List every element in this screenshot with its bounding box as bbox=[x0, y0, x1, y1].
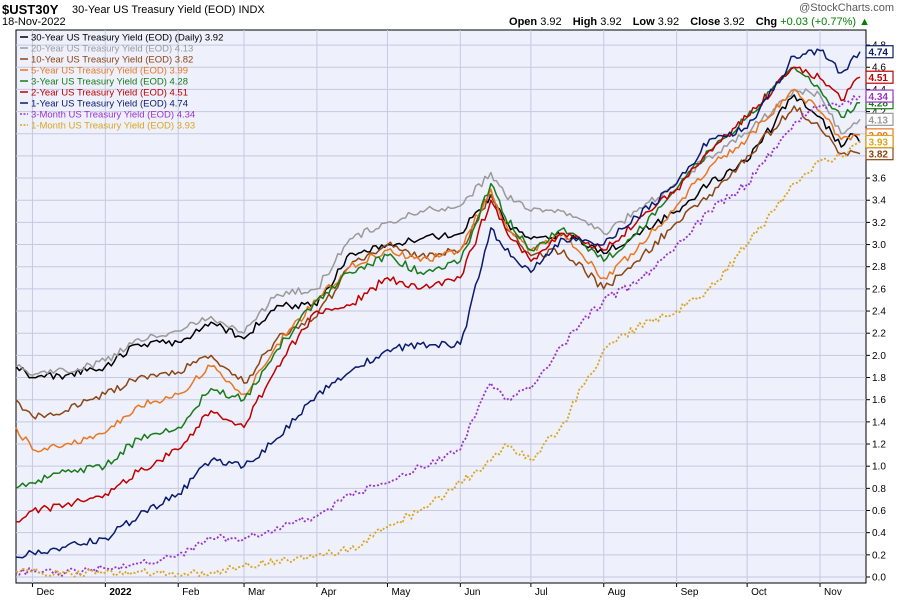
legend-entry: 1-Month US Treasury Yield (EOD) 3.93 bbox=[31, 121, 195, 132]
value-tag bbox=[865, 45, 894, 59]
legend-entry: 30-Year US Treasury Yield (EOD) (Daily) … bbox=[31, 33, 223, 44]
legend-entry: 10-Year US Treasury Yield (EOD) 3.82 bbox=[31, 55, 193, 66]
y-tick-label: 4.2 bbox=[872, 107, 886, 118]
x-tick-label: Jun bbox=[464, 587, 480, 598]
y-tick-label: 1.4 bbox=[872, 417, 886, 428]
gridlines-vertical bbox=[31, 30, 821, 583]
series-line bbox=[15, 88, 861, 453]
y-tick-label: 0.8 bbox=[872, 484, 886, 495]
x-tick-label: Jul bbox=[535, 587, 548, 598]
high-value: 3.92 bbox=[600, 16, 622, 28]
legend-entry: 3-Month US Treasury Yield (EOD) 4.34 bbox=[31, 110, 195, 121]
chart-date: 18-Nov-2022 bbox=[2, 16, 66, 28]
x-tick-label: May bbox=[391, 587, 410, 598]
close-label: Close bbox=[690, 16, 721, 28]
y-tick-label: 2.6 bbox=[872, 284, 886, 295]
triangle-up-icon: ▲ bbox=[859, 16, 870, 28]
x-tick-label: Mar bbox=[248, 587, 266, 598]
chg-value: +0.03 (+0.77%) bbox=[780, 16, 857, 28]
y-tick-label: 3.6 bbox=[872, 174, 886, 185]
x-tick-label: Dec bbox=[36, 587, 54, 598]
value-tag-label: 4.13 bbox=[869, 115, 889, 126]
legend-entry: 1-Year US Treasury Yield (EOD) 4.74 bbox=[31, 99, 188, 110]
value-tag-label: 4.28 bbox=[869, 99, 889, 110]
x-tick-label: Aug bbox=[608, 587, 626, 598]
series-lines bbox=[15, 48, 861, 578]
y-tick-label: 0.4 bbox=[872, 528, 886, 539]
ohlc-readout: Open 3.92 High 3.92 Low 3.92 Close 3.92 … bbox=[501, 16, 870, 28]
close-value: 3.92 bbox=[723, 16, 745, 28]
y-tick-label: 2.2 bbox=[872, 329, 886, 340]
watermark: @StockCharts.com bbox=[799, 2, 894, 14]
series-line bbox=[15, 66, 861, 523]
value-tag-label: 4.74 bbox=[869, 48, 889, 59]
y-tick-label: 0.6 bbox=[872, 506, 886, 517]
value-tag bbox=[865, 112, 894, 126]
series-line bbox=[15, 48, 861, 559]
y-tick-label: 3.2 bbox=[872, 218, 886, 229]
ticker-symbol: $UST30Y bbox=[2, 2, 59, 17]
x-tick-label: 2022 bbox=[109, 587, 132, 598]
legend: 30-Year US Treasury Yield (EOD) (Daily) … bbox=[20, 33, 223, 132]
series-line bbox=[15, 94, 861, 380]
y-tick-label: 0.0 bbox=[872, 573, 886, 584]
legend-entry: 20-Year US Treasury Yield (EOD) 4.13 bbox=[31, 44, 193, 55]
gridlines-horizontal bbox=[16, 44, 866, 578]
x-tick-label: Oct bbox=[751, 587, 767, 598]
x-tick-label: Feb bbox=[182, 587, 200, 598]
x-tick-label: Nov bbox=[824, 587, 842, 598]
y-tick-label: 2.0 bbox=[872, 351, 886, 362]
open-label: Open bbox=[509, 16, 538, 28]
value-tag bbox=[865, 89, 894, 103]
legend-entry: 2-Year US Treasury Yield (EOD) 4.51 bbox=[31, 88, 188, 99]
y-tick-label: 4.6 bbox=[872, 63, 886, 74]
x-axis: Dec 2022 Feb Mar Apr May Jun Jul Aug Sep Oct Nov bbox=[31, 583, 842, 598]
y-tick-label: 2.8 bbox=[872, 262, 886, 273]
value-tag-label: 4.34 bbox=[869, 92, 889, 103]
high-label: High bbox=[572, 16, 598, 28]
last-value-tags: 3.924.133.823.994.284.514.744.343.93 bbox=[865, 45, 894, 161]
x-tick-label: Sep bbox=[681, 587, 699, 598]
low-label: Low bbox=[632, 16, 655, 28]
y-tick-label: 1.6 bbox=[872, 395, 886, 406]
series-line bbox=[15, 95, 861, 577]
chg-label: Chg bbox=[755, 16, 778, 28]
value-tag-label: 3.93 bbox=[869, 137, 889, 148]
y-tick-label: 3.0 bbox=[872, 240, 886, 251]
low-value: 3.92 bbox=[657, 16, 680, 28]
legend-entry: 5-Year US Treasury Yield (EOD) 3.99 bbox=[31, 66, 188, 77]
series-line bbox=[15, 105, 861, 420]
ticker-description: 30-Year US Treasury Yield (EOD) INDX bbox=[72, 4, 265, 16]
plot-area bbox=[15, 29, 867, 584]
value-tag bbox=[865, 70, 894, 84]
y-tick-label: 0.2 bbox=[872, 550, 886, 561]
value-tag-label: 3.82 bbox=[869, 150, 889, 161]
open-value: 3.92 bbox=[540, 16, 562, 28]
y-tick-label: 2.4 bbox=[872, 307, 886, 318]
legend-entry: 3-Year US Treasury Yield (EOD) 4.28 bbox=[31, 77, 188, 88]
series-line bbox=[15, 88, 861, 377]
y-tick-label: 1.0 bbox=[872, 462, 886, 473]
y-tick-label: 1.8 bbox=[872, 373, 886, 384]
value-tag bbox=[865, 134, 894, 149]
x-tick-label: Apr bbox=[321, 587, 337, 598]
chart-header: $UST30Y 30-Year US Treasury Yield (EOD) … bbox=[0, 0, 900, 30]
y-tick-label: 3.4 bbox=[872, 196, 886, 207]
value-tag-label: 4.51 bbox=[869, 73, 889, 84]
y-tick-label: 1.2 bbox=[872, 440, 886, 451]
